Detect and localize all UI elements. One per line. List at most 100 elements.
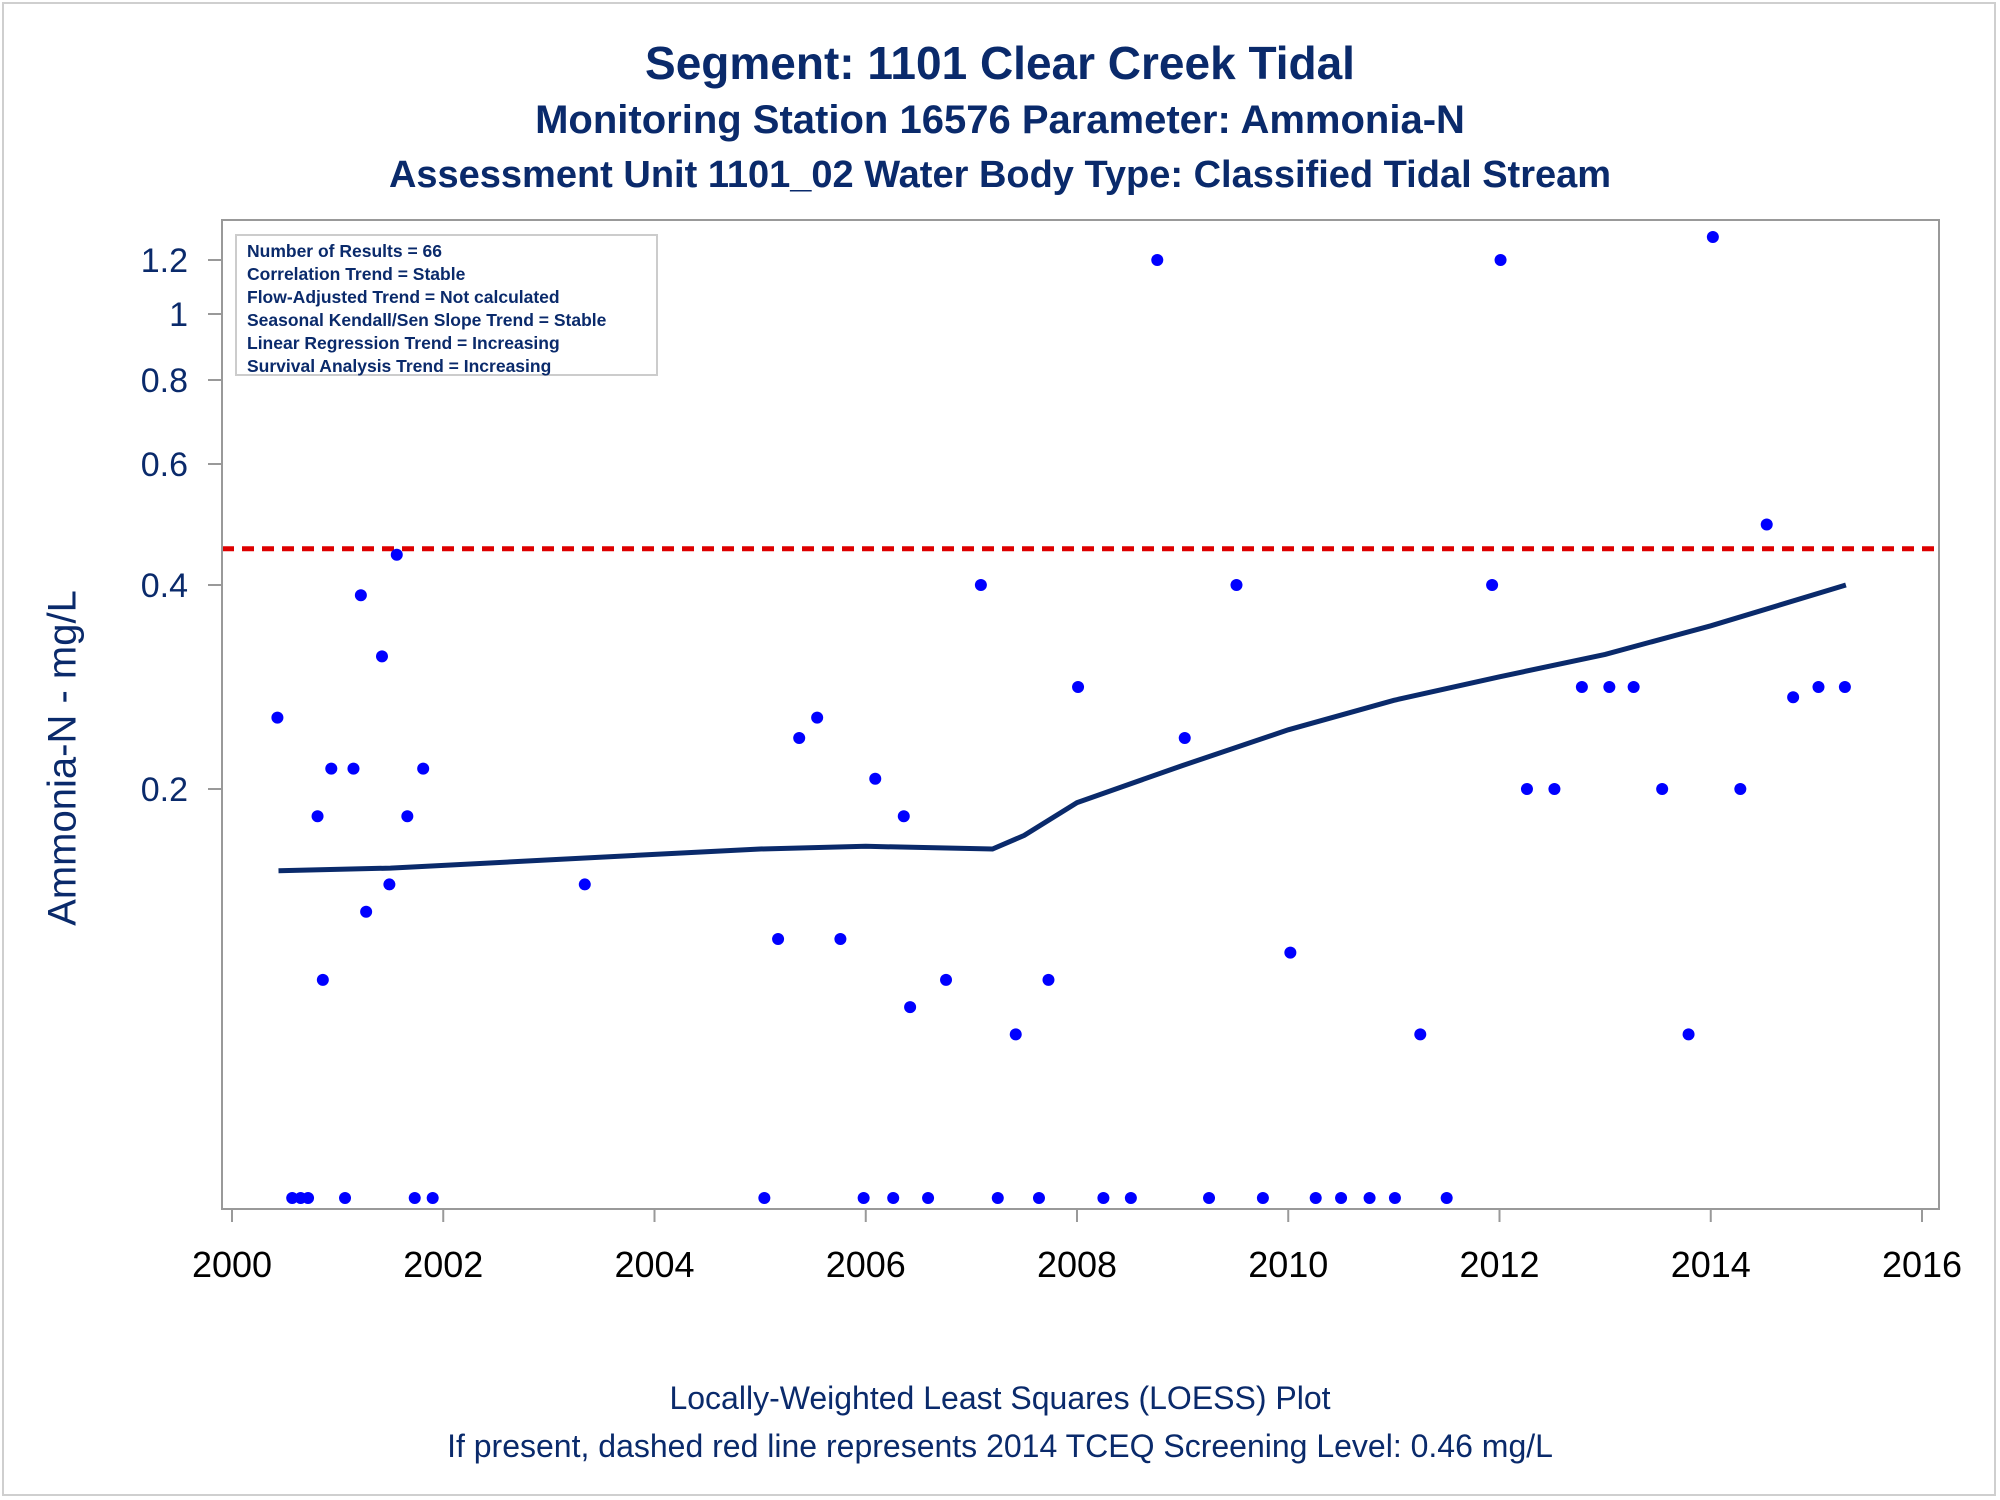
data-point (360, 905, 373, 918)
chart-subtitle-assessment: Assessment Unit 1101_02 Water Body Type:… (388, 154, 1612, 196)
trend-stats-box: Number of Results = 66 Correlation Trend… (235, 234, 658, 376)
x-tick-label: 2000 (192, 1244, 272, 1285)
data-point (1706, 231, 1719, 243)
x-axis-ticks: 2000 2002 2004 2006 2008 2010 2012 2014 2016 (192, 1209, 1962, 1285)
data-point (1072, 681, 1085, 693)
data-point (347, 762, 360, 775)
data-point (1494, 254, 1507, 266)
x-tick-label: 2008 (1037, 1244, 1117, 1285)
data-point (1787, 691, 1800, 704)
data-point (772, 932, 785, 945)
data-point (408, 1192, 421, 1204)
data-point (940, 973, 953, 986)
y-tick-label: 0.2 (141, 771, 188, 809)
data-point (426, 1192, 439, 1204)
data-point (383, 878, 396, 891)
data-point (1520, 783, 1533, 795)
data-point (1388, 1192, 1401, 1204)
y-tick-label: 0.4 (141, 567, 188, 605)
data-point (417, 762, 430, 775)
data-point (1042, 973, 1055, 986)
data-point (857, 1192, 870, 1204)
y-tick-label: 0.8 (141, 362, 188, 400)
data-point (834, 932, 847, 945)
data-point (316, 973, 329, 986)
data-point (1230, 579, 1243, 591)
plot-area-border (221, 219, 1940, 1210)
data-point (1440, 1192, 1453, 1204)
data-point (1812, 681, 1825, 693)
stat-correlation-trend: Correlation Trend = Stable (247, 264, 466, 284)
x-tick-label: 2004 (614, 1244, 694, 1285)
y-tick-label: 1.2 (141, 242, 188, 280)
chart-subtitle-station: Monitoring Station 16576 Parameter: Ammo… (535, 98, 1465, 142)
data-point (1414, 1028, 1427, 1041)
x-tick-label: 2016 (1882, 1244, 1962, 1285)
data-point (811, 711, 824, 724)
data-point (1124, 1192, 1137, 1204)
data-point (869, 772, 882, 785)
data-point (286, 1192, 299, 1204)
data-point (1032, 1192, 1045, 1204)
data-point (1548, 783, 1561, 795)
data-point (758, 1192, 771, 1204)
stat-linear-regression-trend: Linear Regression Trend = Increasing (247, 333, 560, 353)
data-point (1838, 681, 1851, 693)
data-point (375, 650, 388, 663)
data-point (578, 878, 591, 891)
chart-title: Segment: 1101 Clear Creek Tidal (645, 37, 1355, 89)
stat-flow-adjusted-trend: Flow-Adjusted Trend = Not calculated (247, 287, 560, 307)
data-point (1203, 1192, 1216, 1204)
data-point (1734, 783, 1747, 795)
data-point (1151, 254, 1164, 266)
y-tick-label: 0.6 (141, 446, 188, 484)
footer-method-note: Locally-Weighted Least Squares (LOESS) P… (669, 1380, 1331, 1416)
data-point (339, 1192, 352, 1204)
data-point (1309, 1192, 1322, 1204)
stat-seasonal-kendall-trend: Seasonal Kendall/Sen Slope Trend = Stabl… (247, 310, 607, 330)
stat-number-of-results: Number of Results = 66 (247, 241, 442, 261)
x-tick-label: 2014 (1671, 1244, 1751, 1285)
data-point (887, 1192, 900, 1204)
data-point (1097, 1192, 1110, 1204)
data-point (1009, 1028, 1022, 1041)
x-tick-label: 2010 (1248, 1244, 1328, 1285)
data-point (1627, 681, 1640, 693)
x-tick-label: 2006 (826, 1244, 906, 1285)
data-point (922, 1192, 935, 1204)
y-tick-label: 1 (169, 296, 188, 334)
data-points (271, 231, 1851, 1204)
x-tick-label: 2002 (403, 1244, 483, 1285)
data-point (1603, 681, 1616, 693)
x-tick-label: 2012 (1459, 1244, 1539, 1285)
data-point (1256, 1192, 1269, 1204)
data-point (991, 1192, 1004, 1204)
data-point (1656, 783, 1669, 795)
data-point (1284, 946, 1297, 959)
data-point (1682, 1028, 1695, 1041)
data-point (1178, 732, 1191, 744)
data-point (897, 810, 910, 823)
data-point (302, 1192, 315, 1204)
data-point (1363, 1192, 1376, 1204)
data-point (1335, 1192, 1348, 1204)
data-point (1760, 518, 1773, 531)
data-point (390, 548, 403, 561)
y-axis-ticks: 0.2 0.4 0.6 0.8 1 1.2 (141, 242, 222, 809)
data-point (1486, 579, 1499, 591)
data-point (271, 711, 284, 724)
stat-survival-analysis-trend: Survival Analysis Trend = Increasing (247, 356, 552, 376)
data-point (401, 810, 414, 823)
data-point (1575, 681, 1588, 693)
y-axis-label: Ammonia-N - mg/L (40, 590, 85, 926)
data-point (904, 1001, 917, 1014)
footer-screening-note: If present, dashed red line represents 2… (447, 1428, 1553, 1464)
data-point (793, 732, 806, 744)
data-point (974, 579, 987, 591)
data-point (325, 762, 338, 775)
loess-trend-line (278, 582, 1847, 874)
data-point (311, 810, 324, 823)
data-point (354, 589, 367, 602)
